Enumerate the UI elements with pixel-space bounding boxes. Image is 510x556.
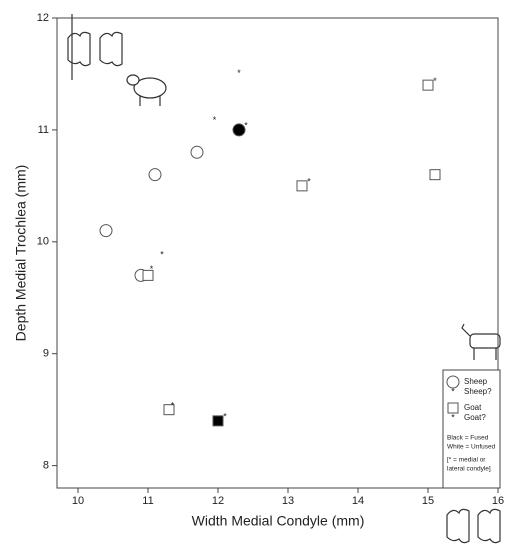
x-tick-label: 15 bbox=[422, 495, 434, 507]
plot-frame bbox=[56, 17, 499, 489]
bone-icon bbox=[67, 14, 123, 80]
x-tick-label: 16 bbox=[492, 495, 504, 507]
y-axis-label: Depth Medial Trochlea (mm) bbox=[13, 165, 29, 342]
legend-marker bbox=[446, 375, 460, 389]
legend-label: Sheep bbox=[464, 377, 488, 386]
point bbox=[296, 180, 308, 192]
point bbox=[422, 79, 434, 91]
x-tick-label: 13 bbox=[282, 495, 294, 507]
point bbox=[212, 415, 224, 427]
point bbox=[429, 169, 441, 181]
legend-note: Black = Fused bbox=[447, 435, 489, 442]
point: * bbox=[160, 249, 164, 259]
point bbox=[142, 269, 154, 281]
legend-label: Goat bbox=[464, 403, 482, 412]
legend-note: White = Unfused bbox=[447, 444, 496, 451]
legend-marker bbox=[447, 402, 459, 414]
point bbox=[99, 224, 113, 238]
point: * bbox=[433, 76, 437, 86]
point: * bbox=[244, 121, 248, 131]
x-axis-label: Width Medial Condyle (mm) bbox=[192, 513, 365, 529]
legend-note: [* = medial or bbox=[447, 457, 486, 464]
legend-marker: * bbox=[451, 412, 455, 422]
bone-icon bbox=[446, 508, 501, 544]
point bbox=[148, 168, 162, 182]
legend-note: lateral condyle] bbox=[447, 466, 491, 473]
y-tick-label: 11 bbox=[38, 124, 49, 136]
x-tick-label: 11 bbox=[142, 495, 153, 507]
point: * bbox=[223, 412, 227, 422]
point: * bbox=[213, 115, 217, 125]
sheep-icon bbox=[126, 74, 167, 106]
x-tick-label: 10 bbox=[72, 495, 84, 507]
point bbox=[163, 404, 175, 416]
point: * bbox=[237, 68, 241, 78]
legend-label: Sheep? bbox=[464, 387, 492, 396]
point: * bbox=[307, 177, 311, 187]
point bbox=[232, 123, 246, 137]
point: * bbox=[171, 400, 175, 410]
y-tick-label: 9 bbox=[43, 348, 49, 360]
legend-label: Goat? bbox=[464, 413, 486, 422]
point: * bbox=[150, 264, 154, 274]
legend-box bbox=[442, 369, 501, 489]
legend-marker: * bbox=[451, 386, 455, 396]
y-tick-label: 12 bbox=[37, 12, 49, 24]
y-tick-label: 10 bbox=[37, 236, 49, 248]
x-tick-label: 14 bbox=[352, 495, 364, 507]
goat-icon bbox=[461, 323, 501, 360]
point bbox=[190, 145, 204, 159]
x-tick-label: 12 bbox=[212, 495, 224, 507]
y-tick-label: 8 bbox=[43, 460, 49, 472]
